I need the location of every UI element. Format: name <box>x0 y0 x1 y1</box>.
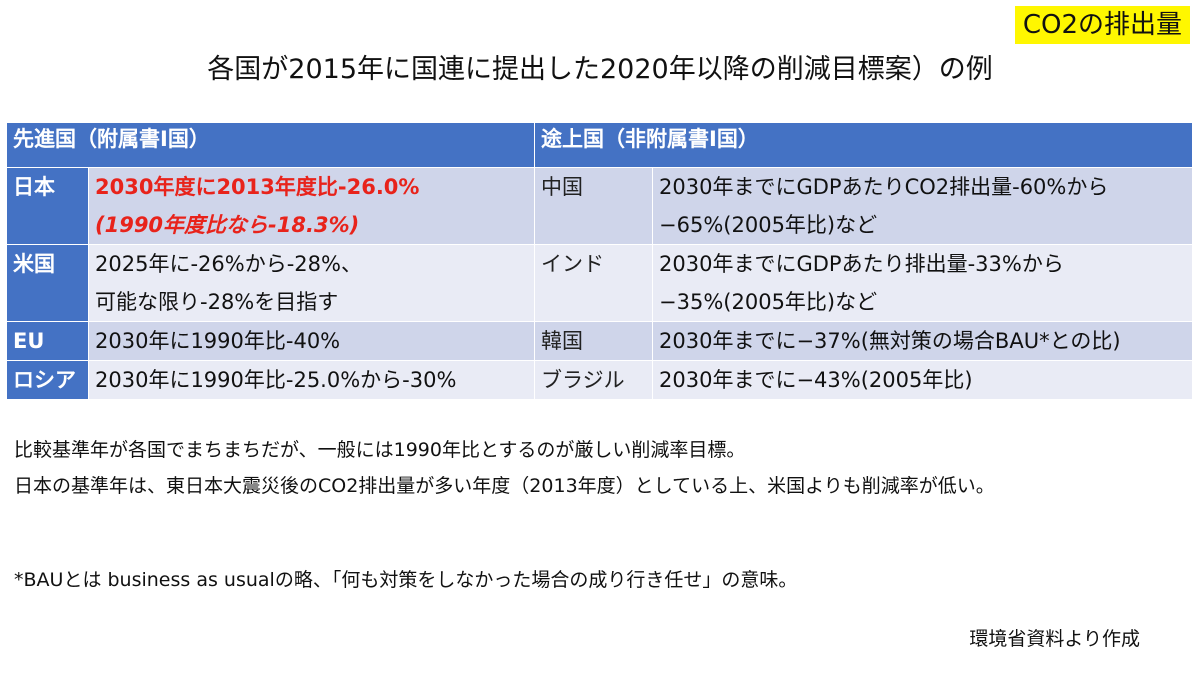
table-row: ロシア 2030年に1990年比-25.0%から-30% ブラジル 2030年ま… <box>6 360 1194 400</box>
target-cell: 2030年に1990年比-25.0%から-30% <box>87 360 536 400</box>
dev-target-cell: 2030年までに−43%(2005年比) <box>652 360 1194 400</box>
target-note: (1990年度比なら-18.3%) <box>95 213 360 237</box>
table-row: 米国 2025年に-26%から-28%、 可能な限り-28%を目指す インド 2… <box>6 244 1194 322</box>
footnote: *BAUとは business as usualの略、「何も対策をしなかった場合… <box>14 569 798 591</box>
header-developed: 先進国（附属書I国） <box>5 122 536 168</box>
header-developing: 途上国（非附属書I国） <box>534 122 1194 168</box>
dev-country-cell: 中国 <box>534 167 654 245</box>
country-cell: EU <box>6 321 89 361</box>
country-cell: 米国 <box>6 244 89 322</box>
country-cell: ロシア <box>6 360 89 400</box>
table-header-row: 先進国（附属書I国） 途上国（非附属書I国） <box>5 122 1194 168</box>
table-row: EU 2030年に1990年比-40% 韓国 2030年までに−37%(無対策の… <box>6 321 1194 361</box>
dev-country-cell: インド <box>534 244 654 322</box>
table-row: 日本 2030年度に2013年度比-26.0% (1990年度比なら-18.3%… <box>6 167 1194 245</box>
dev-target-cell: 2030年までにGDPあたりCO2排出量-60%から −65%(2005年比)な… <box>652 167 1194 245</box>
target-cell: 2030年に1990年比-40% <box>87 321 536 361</box>
country-cell: 日本 <box>6 167 89 245</box>
page-title: 各国が2015年に国連に提出した2020年以降の削減目標案）の例 <box>207 54 993 85</box>
dev-country-cell: 韓国 <box>534 321 654 361</box>
targets-table: 先進国（附属書I国） 途上国（非附属書I国） 日本 2030年度に2013年度比… <box>5 122 1194 400</box>
dev-target-cell: 2030年までに−37%(無対策の場合BAU*との比) <box>652 321 1194 361</box>
target-cell: 2025年に-26%から-28%、 可能な限り-28%を目指す <box>87 244 536 322</box>
note-line: 日本の基準年は、東日本大震災後のCO2排出量が多い年度（2013年度）としている… <box>14 475 995 497</box>
notes: 比較基準年が各国でまちまちだが、一般には1990年比とするのが厳しい削減率目標。… <box>14 432 995 504</box>
target-cell: 2030年度に2013年度比-26.0% (1990年度比なら-18.3%) <box>87 167 536 245</box>
dev-target-cell: 2030年までにGDPあたり排出量-33%から −35%(2005年比)など <box>652 244 1194 322</box>
target-text: 2030年度に2013年度比-26.0% <box>95 175 420 199</box>
topic-badge: CO2の排出量 <box>1014 6 1190 44</box>
note-line: 比較基準年が各国でまちまちだが、一般には1990年比とするのが厳しい削減率目標。 <box>14 439 746 461</box>
source-credit: 環境省資料より作成 <box>969 628 1140 650</box>
dev-country-cell: ブラジル <box>534 360 654 400</box>
